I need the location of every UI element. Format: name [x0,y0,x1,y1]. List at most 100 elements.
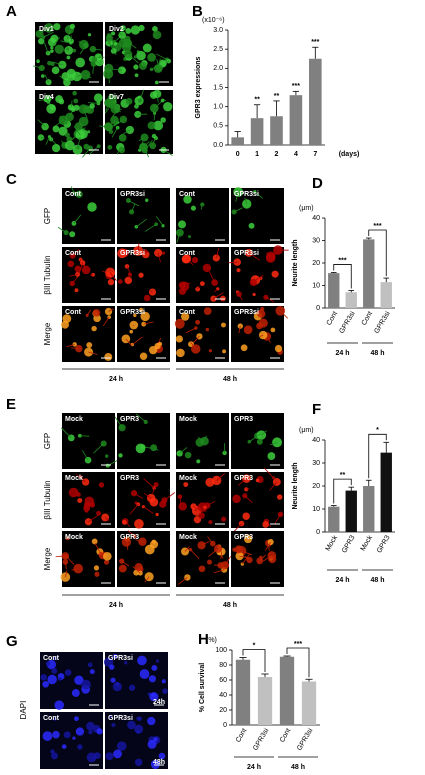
bar [257,677,273,725]
neurite [44,42,49,54]
time-label: 48 h [223,376,237,383]
cell [58,126,68,136]
cell [124,661,128,665]
neurite [69,273,78,277]
neurite [143,478,155,489]
y-tick-label: 0 [316,305,320,312]
cell [66,47,70,51]
neurite [213,569,225,574]
cell [187,235,191,239]
significance: *** [373,223,381,230]
cell [115,125,120,130]
cell [55,95,63,103]
cell [47,674,57,685]
cell [112,653,118,659]
bar [270,116,283,145]
neurite [244,495,253,503]
x-tick-label: Mock [360,534,375,552]
cell [174,318,185,329]
neurite [269,481,278,491]
cell [101,513,110,522]
neurite [43,31,54,38]
neurite [60,40,71,44]
cell [232,494,241,504]
cell [191,256,199,264]
bar [279,656,295,725]
image-label: Cont [65,191,82,198]
cell [48,37,57,47]
y-tick-label: 0 [316,529,320,536]
neurite [157,58,161,69]
cell [149,91,158,99]
image-label: GPR3 [120,416,139,423]
cell [149,142,157,150]
neurite [268,543,270,551]
cell [162,688,168,694]
cell [38,38,45,45]
neurite [143,146,150,158]
y-axis-label: Neurite length [292,239,299,286]
significance: *** [338,257,346,264]
cell [91,325,97,332]
cell [107,279,115,286]
image-label: GPR3 [120,475,139,482]
cell [68,487,79,498]
cell [92,308,101,317]
neurite [143,506,154,514]
neurite [66,30,71,39]
cell [72,736,76,740]
panel-letter: F [312,401,321,418]
cell [203,307,212,316]
y-tick-label: 40 [219,692,227,699]
cell [65,132,70,138]
cell [139,62,147,70]
cell [91,538,98,545]
cell [84,509,89,513]
image-label: GPR3 [234,416,253,423]
neurite [266,252,272,257]
row-label: Merge [43,322,52,345]
neurite [144,576,150,583]
cell [134,518,144,529]
neurite [179,447,188,454]
neurite [214,288,218,293]
cell [202,263,212,273]
axis-unit: (%) [206,637,217,644]
cell [87,33,92,37]
cell [89,103,95,109]
neurite [55,555,66,558]
group-label: 24 h [335,577,349,584]
neurite [90,274,94,276]
cell [127,272,132,277]
cell [136,50,146,61]
cell [161,251,166,255]
cell [176,348,185,358]
cell [92,755,97,760]
y-tick-label: 10 [312,282,320,289]
cell [255,478,260,483]
cell [134,73,139,78]
cell [208,520,213,525]
neurite [274,514,281,524]
cell [96,728,103,735]
neurite [120,39,128,44]
neurite [279,310,289,319]
cell [75,727,85,736]
cell [88,729,93,735]
neurite [206,500,216,506]
cell [53,23,61,31]
cell [73,104,80,111]
neurite [254,191,263,199]
cell [213,544,223,553]
cell [105,752,114,761]
neurite [190,549,200,560]
significance: ** [274,93,280,100]
neurite [265,296,275,303]
cell [63,731,71,739]
neurite [228,261,238,264]
cell [236,268,241,273]
neurite [262,555,273,562]
image-label: Div7 [109,94,124,101]
significance: ** [340,472,346,479]
cell [139,352,148,360]
